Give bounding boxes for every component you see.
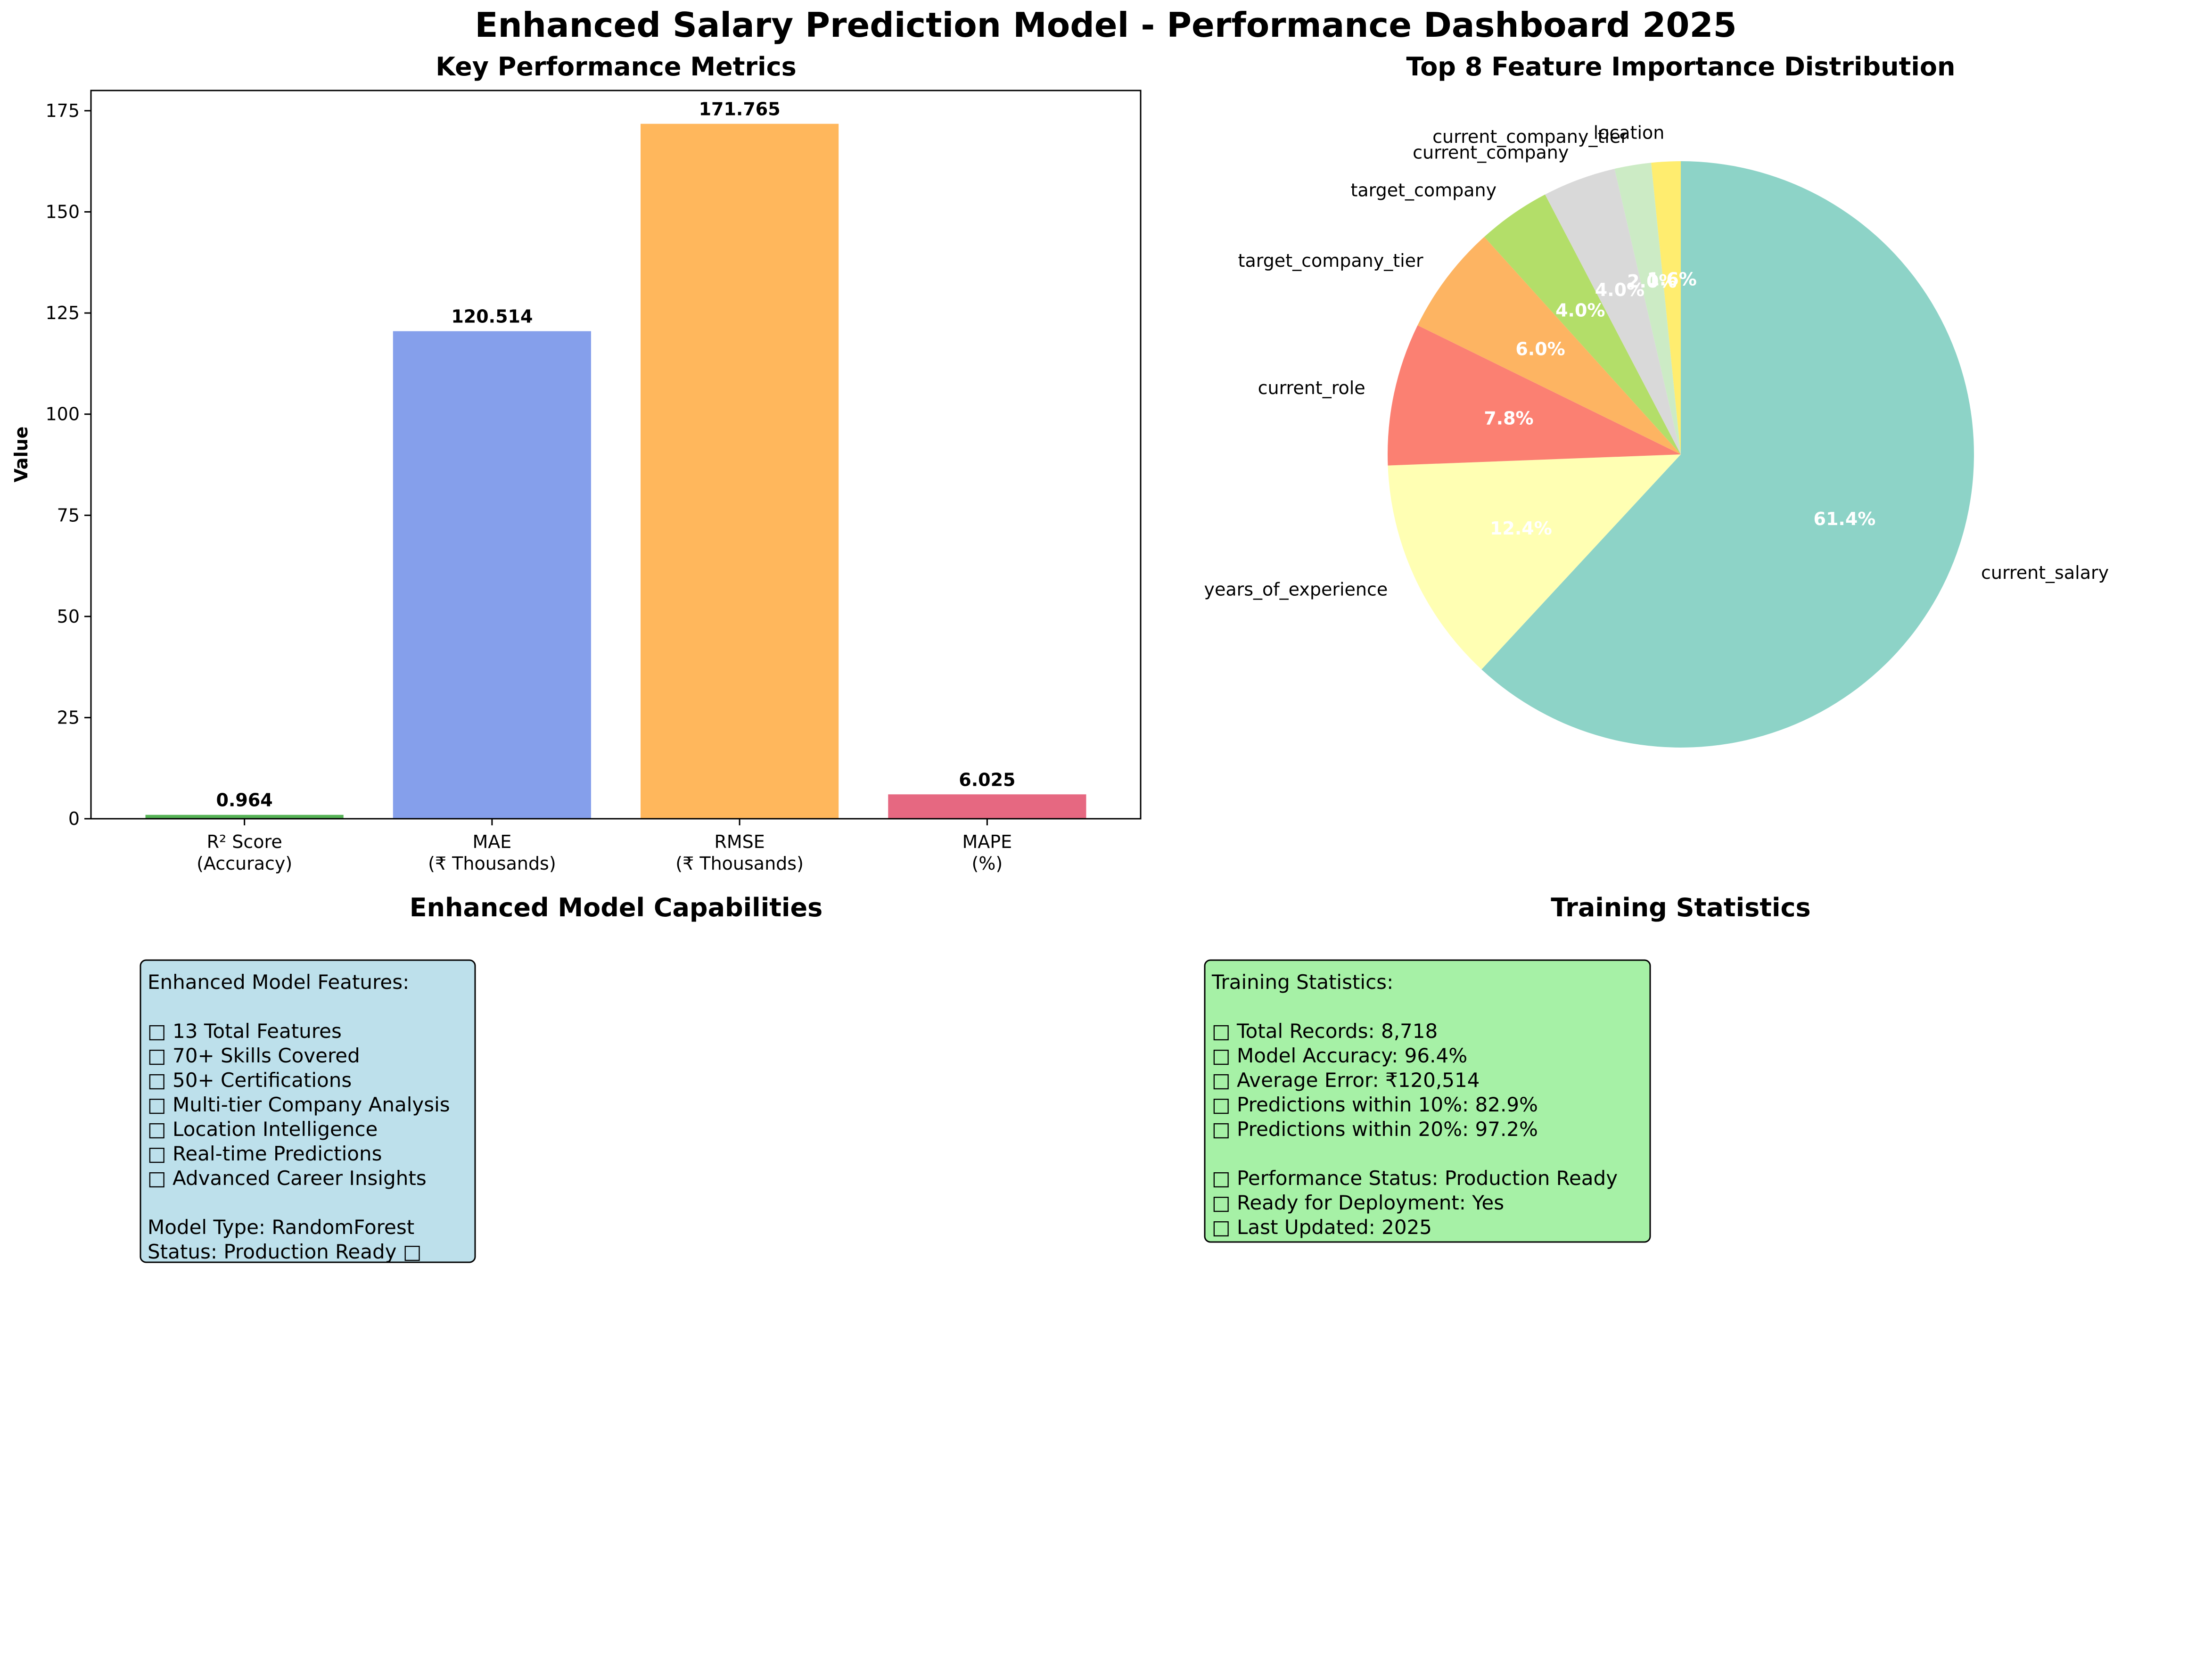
bar-plot-frame [90, 90, 1142, 820]
bar-0 [145, 814, 344, 819]
bar-chart-title: Key Performance Metrics [436, 52, 797, 82]
pie-category-label: target_company [1350, 180, 1497, 200]
text-line: □ 13 Total Features [148, 1020, 342, 1043]
text-line: □ Advanced Career Insights [148, 1167, 427, 1190]
capabilities-lines: Enhanced Model Features: □ 13 Total Featu… [148, 971, 450, 1263]
x-tick-label: MAE [472, 831, 511, 852]
pie-category-label: location [1594, 123, 1665, 143]
text-line: □ Average Error: ₹120,514 [1212, 1069, 1480, 1092]
bar-value-label: 0.964 [216, 790, 273, 811]
text-line: □ Performance Status: Production Ready [1212, 1167, 1618, 1190]
pie-percent-label: 4.0% [1555, 300, 1605, 321]
capabilities-box [140, 959, 476, 1263]
y-tick-label: 125 [45, 303, 80, 323]
x-tick-label: MAPE [962, 831, 1012, 852]
bar-series [145, 123, 1086, 819]
pie-category-label: current_role [1258, 378, 1365, 398]
text-line: □ Total Records: 8,718 [1212, 1020, 1438, 1043]
y-tick-label: 0 [68, 808, 80, 829]
pie-category-label: current_salary [1981, 562, 2109, 583]
x-tick-label: R² Score [207, 831, 282, 852]
text-line: □ Multi-tier Company Analysis [148, 1093, 450, 1116]
pie-category-label: years_of_experience [1204, 579, 1388, 600]
x-tick-label: (Accuracy) [197, 853, 292, 874]
x-tick-label: (₹ Thousands) [428, 853, 556, 874]
pie-percent-label: 1.6% [1647, 269, 1696, 289]
figure-title: Enhanced Salary Prediction Model - Perfo… [475, 5, 1736, 45]
training-title: Training Statistics [1551, 893, 1810, 922]
bar-y-axis-label: Value [11, 427, 32, 483]
text-line: □ Ready for Deployment: Yes [1212, 1191, 1504, 1214]
y-tick-label: 75 [57, 505, 80, 526]
pie-chart-feature-importance: Top 8 Feature Importance Distribution 61… [1204, 52, 2109, 748]
text-line: □ Predictions within 20%: 97.2% [1212, 1118, 1538, 1141]
capabilities-panel: Enhanced Model Capabilities Enhanced Mod… [140, 893, 822, 1263]
pie-category-label: current_company_tier [1432, 126, 1628, 147]
bar-value-label: 120.514 [451, 306, 533, 327]
bar-value-labels: 0.964 120.514 171.765 6.025 [216, 99, 1016, 811]
text-line: □ Predictions within 10%: 82.9% [1212, 1093, 1538, 1116]
bar-1 [393, 331, 591, 819]
y-tick-label: 150 [45, 202, 80, 222]
pie-chart-title: Top 8 Feature Importance Distribution [1406, 52, 1956, 82]
training-lines: Training Statistics: □ Total Records: 8,7… [1211, 971, 1618, 1239]
pie-slice-current_company [1545, 169, 1681, 455]
pie-slice-current_salary [1481, 161, 1974, 748]
pie-category-label: target_company_tier [1238, 250, 1424, 271]
bar-2 [641, 123, 839, 819]
x-tick-label: (%) [971, 853, 1003, 874]
pie-slice-current_role [1388, 325, 1681, 466]
text-line: Training Statistics: [1211, 971, 1393, 994]
bar-y-axis-ticks: 0 25 50 75 100 125 150 175 [45, 100, 91, 829]
training-panel: Training Statistics Training Statistics:… [1204, 893, 1811, 1243]
pie-slice-location [1651, 161, 1681, 454]
pie-percent-label: 6.0% [1515, 338, 1565, 359]
text-line: □ Model Accuracy: 96.4% [1212, 1044, 1467, 1067]
training-box [1204, 959, 1651, 1243]
text-line: □ 50+ Certifications [148, 1069, 352, 1092]
text-line: □ Real-time Predictions [148, 1142, 382, 1165]
text-line: □ Location Intelligence [148, 1118, 378, 1141]
pie-slices [1388, 161, 1974, 748]
y-tick-label: 175 [45, 100, 80, 121]
text-line: Enhanced Model Features: [148, 971, 409, 994]
text-line: □ Last Updated: 2025 [1212, 1216, 1432, 1239]
pie-percent-label: 2.0% [1627, 271, 1677, 292]
pie-percent-label: 61.4% [1814, 509, 1876, 529]
capabilities-title: Enhanced Model Capabilities [410, 893, 823, 922]
bar-value-label: 171.765 [699, 99, 781, 120]
bar-x-axis-ticks: R² Score(Accuracy)MAE(₹ Thousands)RMSE(₹… [197, 819, 1012, 874]
pie-category-label: current_company [1413, 142, 1569, 163]
pie-percent-label: 4.0% [1595, 280, 1645, 300]
text-line: Model Type: RandomForest [148, 1216, 414, 1239]
bar-3 [888, 794, 1086, 819]
pie-slice-current_company_tier [1614, 163, 1681, 454]
pie-percent-label: 7.8% [1484, 408, 1533, 429]
pie-category-labels: current_salary years_of_experience current… [1204, 123, 2109, 600]
pie-slice-target_company [1484, 194, 1681, 454]
text-line: Status: Production Ready □ [148, 1240, 422, 1263]
x-tick-label: (₹ Thousands) [675, 853, 804, 874]
text-line: □ 70+ Skills Covered [148, 1044, 360, 1067]
pie-percent-labels: 61.4%12.4%7.8%6.0%4.0%4.0%2.0%1.6% [1484, 269, 1875, 539]
x-tick-label: RMSE [714, 831, 765, 852]
pie-slice-years_of_experience [1388, 454, 1681, 670]
pie-percent-label: 12.4% [1490, 518, 1552, 539]
y-tick-label: 50 [57, 606, 80, 627]
y-tick-label: 25 [57, 707, 80, 728]
pie-slice-target_company_tier [1417, 237, 1681, 454]
bar-chart-metrics: Key Performance Metrics 0 25 50 75 100 125 150… [11, 52, 1142, 874]
y-tick-label: 100 [45, 404, 80, 425]
bar-value-label: 6.025 [959, 769, 1015, 790]
